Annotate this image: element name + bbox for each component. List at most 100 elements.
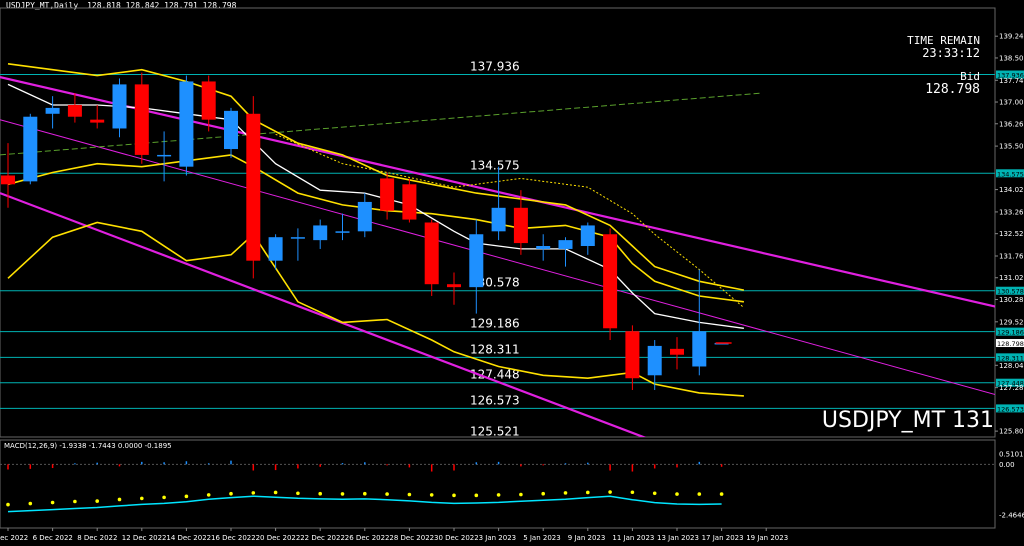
- candle-body: [447, 284, 461, 288]
- candle-body: [23, 116, 38, 182]
- macd-signal-dot: [28, 501, 33, 506]
- macd-signal-dot: [95, 499, 99, 503]
- long-ma-line: [0, 92, 761, 156]
- level-label: 125.521: [470, 424, 520, 438]
- level-price-tag: [996, 169, 1024, 178]
- macd-tick-label: 0.00: [999, 461, 1015, 469]
- candle-body: [692, 331, 707, 367]
- candle-body: [491, 207, 506, 232]
- macd-signal-dot: [73, 499, 77, 504]
- level-price-tag: [996, 70, 1024, 79]
- macd-signal-dot: [563, 491, 568, 495]
- macd-signal-dot: [652, 491, 657, 496]
- macd-signal-dot: [363, 491, 367, 496]
- price-tick-label: 130.280: [999, 296, 1024, 304]
- date-tick-label: 9 Jan 2023: [568, 534, 606, 542]
- symbol-watermark: USDJPY_MT 131: [821, 408, 994, 433]
- candle-body: [201, 81, 216, 120]
- date-tick-label: 17 Jan 2023: [702, 534, 744, 542]
- level-price-tag: [996, 353, 1024, 362]
- candle-body: [290, 237, 305, 239]
- price-tick-label: 137.000: [999, 99, 1024, 107]
- date-tick-label: 30 Dec 2022: [434, 534, 479, 542]
- candle-body: [67, 104, 82, 117]
- macd-signal-dot: [140, 496, 144, 501]
- macd-signal-dot: [251, 491, 256, 495]
- macd-signal-dot: [407, 492, 412, 497]
- candle-body: [357, 201, 372, 232]
- middle-ma-line: [7, 154, 745, 303]
- dashed-ma-line: [275, 133, 745, 309]
- candle-body: [313, 225, 328, 241]
- level-price-tag: [996, 327, 1024, 336]
- candle-body: [90, 119, 105, 123]
- level-price-tag-text: 134.575: [997, 170, 1024, 178]
- date-tick-label: 20 Dec 2022: [256, 534, 301, 542]
- macd-main-line: [7, 495, 722, 513]
- macd-signal-dot: [429, 493, 434, 497]
- candle-body: [424, 222, 439, 285]
- bid-value: 128.798: [925, 82, 980, 97]
- candle-body: [603, 234, 618, 329]
- price-tick-label: 131.020: [999, 274, 1024, 282]
- macd-signal-dot: [697, 492, 702, 496]
- candle-body: [134, 84, 149, 155]
- macd-signal-dot: [162, 495, 166, 500]
- level-label: 134.575: [470, 158, 520, 172]
- macd-signal-dot: [474, 493, 479, 498]
- candle-body: [157, 154, 172, 157]
- candle-body: [45, 107, 60, 114]
- macd-title: MACD(12,26,9) -1.9338 -1.7443 0.0000 -0.…: [4, 442, 172, 450]
- date-tick-label: 3 Jan 2023: [479, 534, 517, 542]
- date-tick-label: 14 Dec 2022: [166, 534, 211, 542]
- macd-tick-label: 0.5101: [999, 450, 1024, 458]
- candle-body: [402, 184, 417, 220]
- macd-signal-dot: [675, 492, 679, 496]
- macd-signal-dot: [6, 502, 10, 507]
- bid-label: Bid: [960, 70, 980, 83]
- date-tick-label: 5 Jan 2023: [523, 534, 561, 542]
- price-tick-label: 139.240: [999, 33, 1024, 41]
- macd-signal-dot: [273, 490, 278, 495]
- level-price-tag-text: 137.936: [997, 72, 1024, 80]
- price-tick-label: 137.740: [999, 77, 1024, 85]
- price-tick-label: 135.500: [999, 143, 1024, 151]
- price-plot-area: 137.936134.575130.578129.186128.311127.4…: [0, 60, 995, 438]
- date-tick-label: 22 Dec 2022: [300, 534, 345, 542]
- candle-body: [380, 178, 395, 211]
- macd-panel-frame: [0, 439, 996, 529]
- price-tick-label: 125.800: [999, 428, 1024, 436]
- macd-signal-dot: [318, 491, 323, 496]
- price-tick-label: 136.260: [999, 120, 1024, 128]
- macd-signal-dot: [452, 493, 456, 498]
- level-label: 128.311: [470, 342, 520, 356]
- level-price-tag: [996, 404, 1024, 413]
- date-tick-label: 16 Dec 2022: [211, 534, 256, 542]
- macd-signal-dot: [586, 490, 590, 495]
- macd-signal-dot: [184, 494, 189, 499]
- chart-header: USDJPY_MT,Daily 128.818 128.842 128.791 …: [6, 1, 236, 10]
- time-remain-label: TIME REMAIN: [907, 34, 980, 47]
- date-tick-label: 13 Jan 2023: [657, 534, 699, 542]
- level-label: 137.936: [470, 60, 520, 74]
- macd-signal-dot: [206, 493, 211, 497]
- symbol-info: USDJPY_MT,Daily: [6, 1, 79, 10]
- level-price-tag-text: 130.578: [997, 288, 1024, 296]
- candle-body: [224, 110, 238, 150]
- date-tick-label: 11 Jan 2023: [612, 534, 654, 542]
- candle-body: [513, 207, 528, 244]
- macd-signal-dot: [719, 492, 724, 496]
- level-price-tag-text: 126.573: [997, 405, 1024, 413]
- level-price-tag: [996, 378, 1024, 387]
- date-tick-label: 8 Dec 2022: [77, 534, 117, 542]
- macd-signal-dot: [541, 491, 545, 496]
- channel-lower-line: [0, 192, 647, 437]
- level-price-tag-text: 128.311: [997, 354, 1024, 362]
- price-tick-label: 132.520: [999, 230, 1024, 238]
- price-panel-frame: [0, 7, 996, 438]
- level-price-tag: [996, 286, 1024, 295]
- macd-signal-dot: [630, 490, 635, 495]
- ohlc-values: 128.818 128.842 128.791 128.798: [87, 1, 237, 10]
